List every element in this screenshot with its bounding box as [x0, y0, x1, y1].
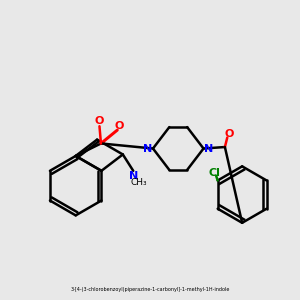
Text: O: O: [225, 129, 234, 139]
Text: N: N: [129, 171, 138, 181]
Text: O: O: [115, 121, 124, 130]
Text: Cl: Cl: [209, 168, 221, 178]
Text: O: O: [95, 116, 104, 126]
Text: N: N: [143, 143, 152, 154]
Text: 3-[4-(3-chlorobenzoyl)piperazine-1-carbonyl]-1-methyl-1H-indole: 3-[4-(3-chlorobenzoyl)piperazine-1-carbo…: [70, 287, 230, 292]
Text: N: N: [204, 143, 214, 154]
Text: CH₃: CH₃: [131, 178, 148, 187]
